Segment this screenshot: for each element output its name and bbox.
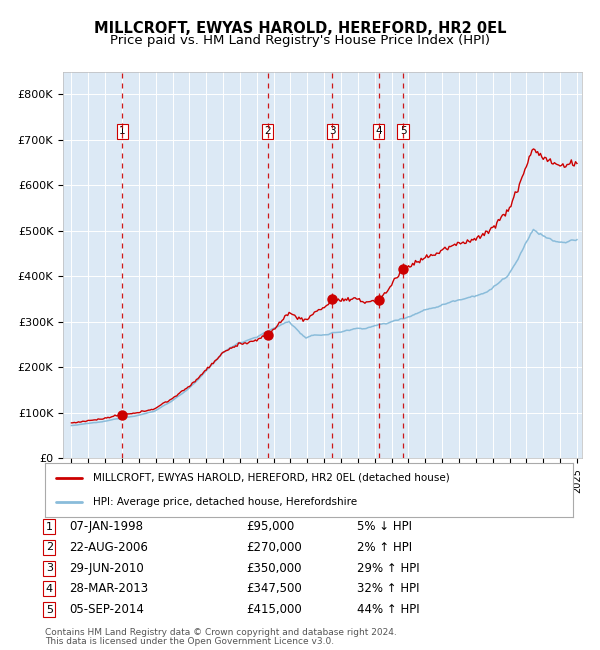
Text: 2: 2 bbox=[46, 542, 53, 552]
Text: 22-AUG-2006: 22-AUG-2006 bbox=[69, 541, 148, 554]
Text: Price paid vs. HM Land Registry's House Price Index (HPI): Price paid vs. HM Land Registry's House … bbox=[110, 34, 490, 47]
Text: £415,000: £415,000 bbox=[246, 603, 302, 616]
Text: 5: 5 bbox=[46, 604, 53, 615]
Text: 29% ↑ HPI: 29% ↑ HPI bbox=[357, 562, 419, 575]
Text: £350,000: £350,000 bbox=[246, 562, 302, 575]
Text: 32% ↑ HPI: 32% ↑ HPI bbox=[357, 582, 419, 595]
Text: 28-MAR-2013: 28-MAR-2013 bbox=[69, 582, 148, 595]
Text: £95,000: £95,000 bbox=[246, 520, 294, 533]
Text: 4: 4 bbox=[46, 584, 53, 594]
Text: 29-JUN-2010: 29-JUN-2010 bbox=[69, 562, 144, 575]
Text: £347,500: £347,500 bbox=[246, 582, 302, 595]
Text: 1: 1 bbox=[119, 127, 126, 136]
Text: 44% ↑ HPI: 44% ↑ HPI bbox=[357, 603, 419, 616]
Text: 1: 1 bbox=[46, 521, 53, 532]
Text: £270,000: £270,000 bbox=[246, 541, 302, 554]
Text: 3: 3 bbox=[329, 127, 336, 136]
Text: 07-JAN-1998: 07-JAN-1998 bbox=[69, 520, 143, 533]
Text: HPI: Average price, detached house, Herefordshire: HPI: Average price, detached house, Here… bbox=[92, 497, 356, 508]
Text: 05-SEP-2014: 05-SEP-2014 bbox=[69, 603, 144, 616]
Text: This data is licensed under the Open Government Licence v3.0.: This data is licensed under the Open Gov… bbox=[45, 637, 334, 646]
Text: MILLCROFT, EWYAS HAROLD, HEREFORD, HR2 0EL (detached house): MILLCROFT, EWYAS HAROLD, HEREFORD, HR2 0… bbox=[92, 473, 449, 483]
Text: 3: 3 bbox=[46, 563, 53, 573]
Text: 2% ↑ HPI: 2% ↑ HPI bbox=[357, 541, 412, 554]
Text: 2: 2 bbox=[264, 127, 271, 136]
Text: MILLCROFT, EWYAS HAROLD, HEREFORD, HR2 0EL: MILLCROFT, EWYAS HAROLD, HEREFORD, HR2 0… bbox=[94, 21, 506, 36]
Text: 5: 5 bbox=[400, 127, 406, 136]
Text: 4: 4 bbox=[376, 127, 382, 136]
Text: 5% ↓ HPI: 5% ↓ HPI bbox=[357, 520, 412, 533]
Text: Contains HM Land Registry data © Crown copyright and database right 2024.: Contains HM Land Registry data © Crown c… bbox=[45, 628, 397, 637]
